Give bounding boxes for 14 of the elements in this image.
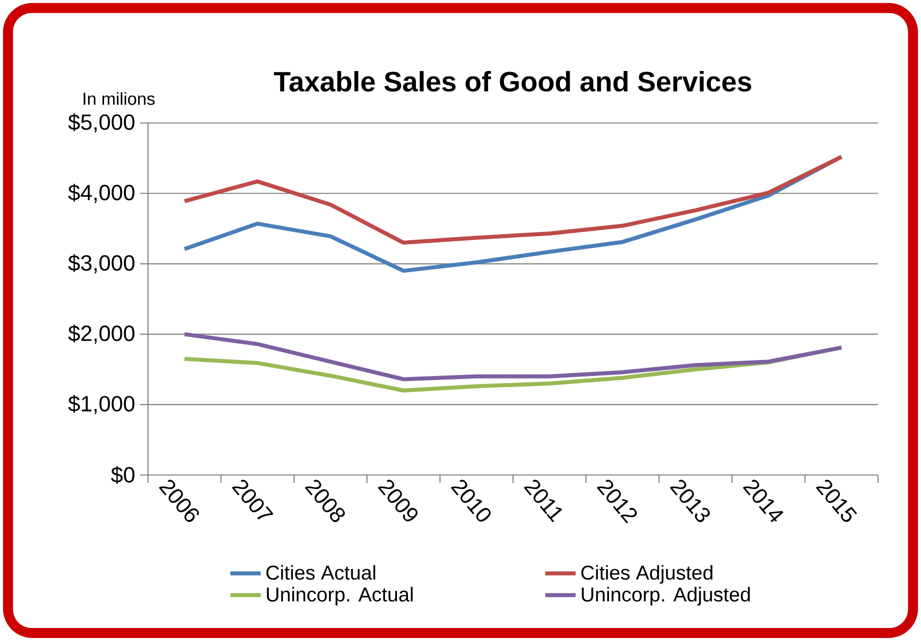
y-tick-label: $0 [111,466,134,484]
y-tick-label: $2,000 [68,324,134,344]
y-tick-label: $3,000 [68,254,134,274]
line-series [182,154,844,245]
line-series [182,332,844,382]
y-tick-label: $1,000 [68,395,134,414]
y-tick-label: $5,000 [68,113,134,133]
chart-title: Taxable Sales of Good and Services [274,71,752,92]
y-tick-label: $4,000 [68,184,134,203]
legend-label: Cities Adjusted [581,565,712,584]
legend-label: Unincorp. Actual [266,586,413,606]
legend-label: Unincorp. Adjusted [582,586,750,606]
legend-label: Cities Actual [266,565,376,580]
y-axis-title: In milions [84,92,155,105]
